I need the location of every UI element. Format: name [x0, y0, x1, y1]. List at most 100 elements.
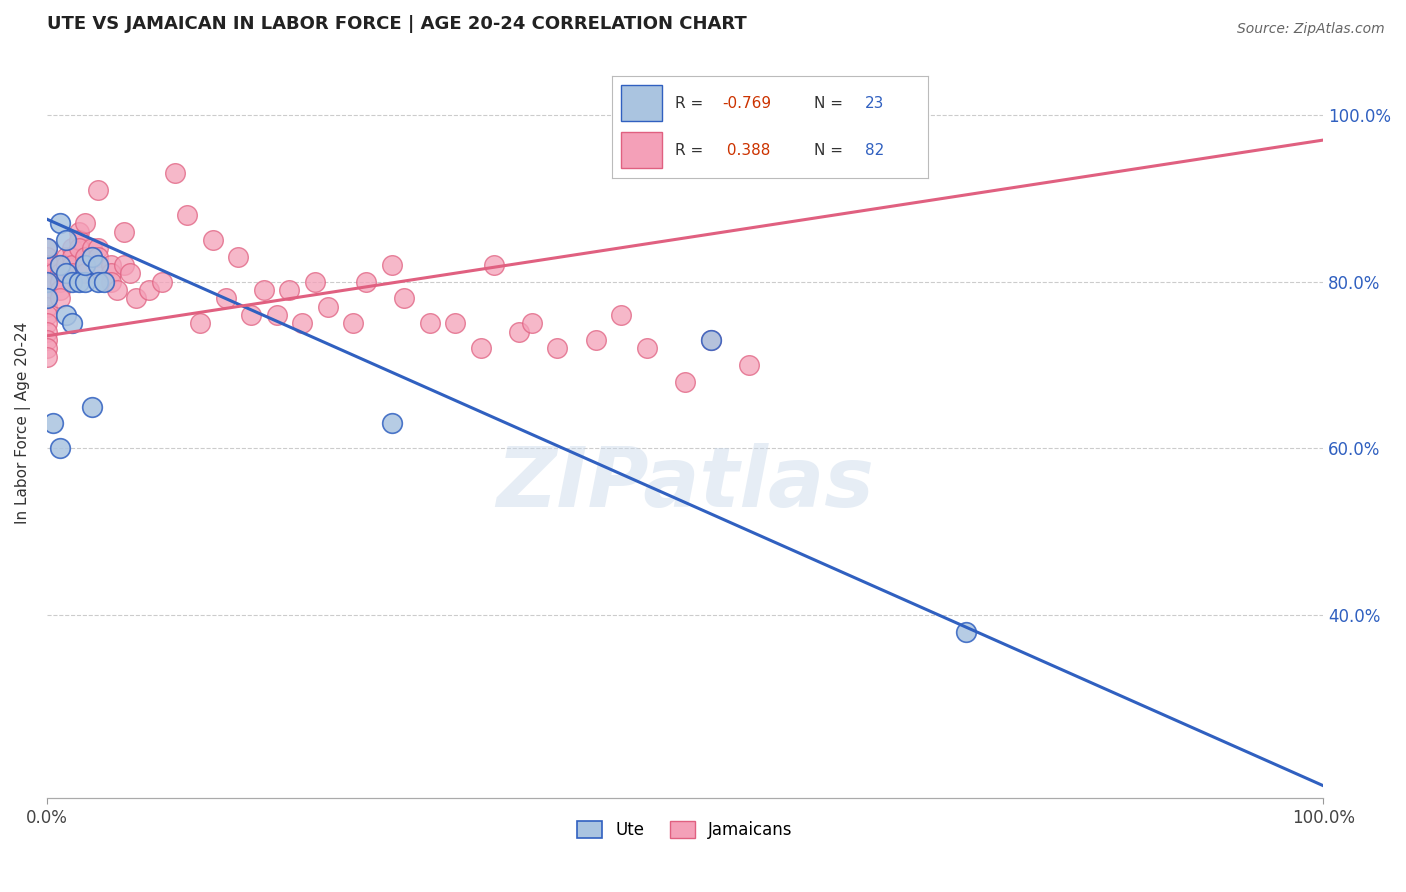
- Point: [62, 250, 84, 264]
- Text: N =: N =: [814, 144, 848, 158]
- Point: [55, 250, 77, 264]
- Text: ZIPatlas: ZIPatlas: [496, 442, 875, 524]
- Point: [35, 333, 58, 347]
- Point: [342, 316, 364, 330]
- Bar: [621, 85, 662, 121]
- Point: [80, 241, 103, 255]
- Point: [419, 316, 441, 330]
- Text: R =: R =: [675, 144, 709, 158]
- Point: [67, 233, 90, 247]
- Point: [100, 258, 122, 272]
- Point: [112, 258, 135, 272]
- Point: [278, 283, 301, 297]
- Point: [738, 358, 761, 372]
- Point: [35, 266, 58, 280]
- Point: [304, 275, 326, 289]
- Point: [291, 316, 314, 330]
- Point: [48, 442, 70, 456]
- Point: [105, 283, 128, 297]
- Point: [482, 258, 505, 272]
- Text: UTE VS JAMAICAN IN LABOR FORCE | AGE 20-24 CORRELATION CHART: UTE VS JAMAICAN IN LABOR FORCE | AGE 20-…: [46, 15, 747, 33]
- Point: [62, 258, 84, 272]
- Point: [35, 325, 58, 339]
- Point: [87, 258, 110, 272]
- Text: Source: ZipAtlas.com: Source: ZipAtlas.com: [1237, 22, 1385, 37]
- Point: [699, 333, 721, 347]
- Point: [35, 250, 58, 264]
- Y-axis label: In Labor Force | Age 20-24: In Labor Force | Age 20-24: [15, 322, 31, 524]
- Point: [55, 266, 77, 280]
- Point: [201, 233, 224, 247]
- Point: [62, 241, 84, 255]
- Point: [87, 250, 110, 264]
- Point: [62, 266, 84, 280]
- Point: [150, 275, 173, 289]
- Point: [35, 291, 58, 305]
- Text: 0.388: 0.388: [723, 144, 770, 158]
- Point: [673, 375, 696, 389]
- Point: [35, 275, 58, 289]
- Point: [48, 266, 70, 280]
- Point: [100, 266, 122, 280]
- Point: [35, 258, 58, 272]
- Legend: Ute, Jamaicans: Ute, Jamaicans: [571, 814, 799, 846]
- Point: [48, 283, 70, 297]
- Point: [75, 250, 97, 264]
- Point: [316, 300, 339, 314]
- Point: [35, 275, 58, 289]
- Point: [520, 316, 543, 330]
- Point: [585, 333, 607, 347]
- Point: [546, 341, 568, 355]
- Point: [48, 258, 70, 272]
- Point: [62, 275, 84, 289]
- Point: [48, 258, 70, 272]
- Point: [67, 241, 90, 255]
- Point: [75, 216, 97, 230]
- Point: [176, 208, 198, 222]
- Point: [188, 316, 211, 330]
- Point: [55, 258, 77, 272]
- Text: -0.769: -0.769: [723, 96, 772, 111]
- Point: [75, 258, 97, 272]
- Point: [610, 308, 633, 322]
- Point: [93, 275, 115, 289]
- Point: [75, 266, 97, 280]
- Point: [35, 316, 58, 330]
- Point: [163, 166, 186, 180]
- Point: [125, 291, 148, 305]
- Point: [80, 250, 103, 264]
- Text: R =: R =: [675, 96, 709, 111]
- Point: [118, 266, 141, 280]
- Point: [87, 241, 110, 255]
- Text: 82: 82: [865, 144, 884, 158]
- Point: [35, 341, 58, 355]
- Point: [354, 275, 377, 289]
- Point: [55, 308, 77, 322]
- Point: [253, 283, 276, 297]
- Point: [266, 308, 288, 322]
- Point: [55, 233, 77, 247]
- Point: [380, 417, 402, 431]
- Point: [87, 258, 110, 272]
- Text: 23: 23: [865, 96, 884, 111]
- Point: [87, 275, 110, 289]
- Point: [35, 300, 58, 314]
- Point: [380, 258, 402, 272]
- Point: [42, 266, 65, 280]
- Point: [214, 291, 236, 305]
- Point: [35, 241, 58, 255]
- Point: [955, 624, 977, 639]
- Bar: [621, 132, 662, 168]
- Point: [42, 417, 65, 431]
- Point: [100, 275, 122, 289]
- Point: [55, 266, 77, 280]
- Point: [48, 216, 70, 230]
- Point: [42, 275, 65, 289]
- Point: [75, 258, 97, 272]
- Point: [112, 225, 135, 239]
- Point: [80, 250, 103, 264]
- Point: [35, 308, 58, 322]
- Point: [87, 183, 110, 197]
- Point: [48, 291, 70, 305]
- Point: [394, 291, 416, 305]
